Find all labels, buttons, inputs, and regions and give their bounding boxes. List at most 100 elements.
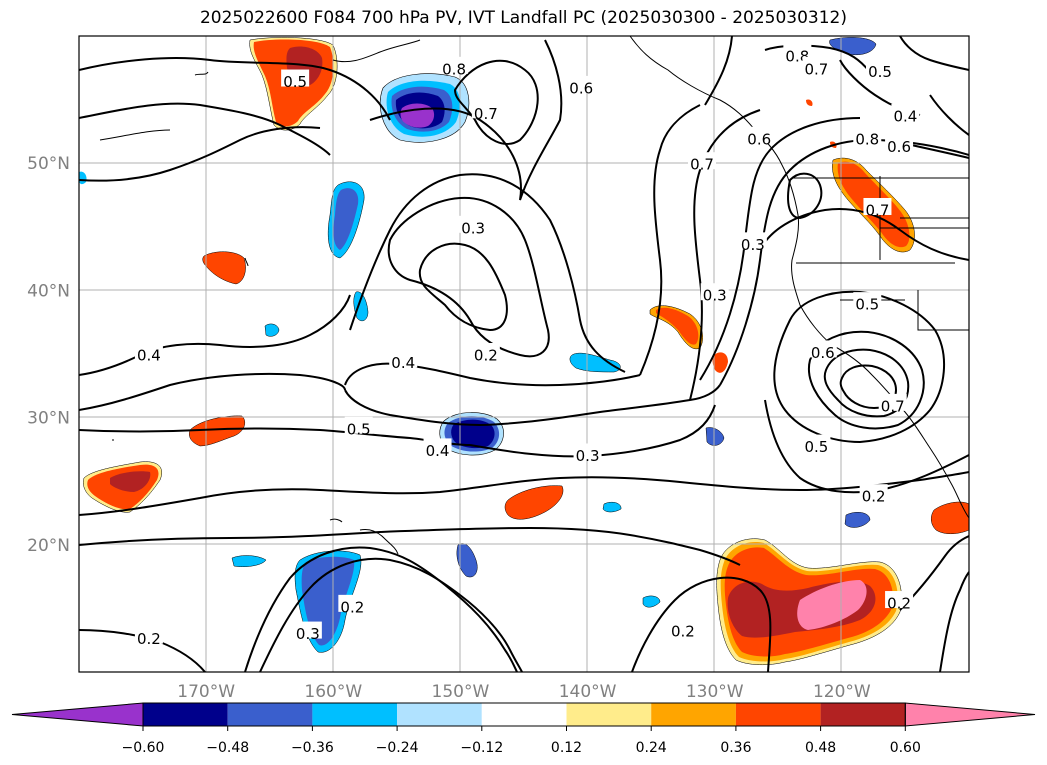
colorbar-tick-label: 0.36 bbox=[720, 740, 751, 756]
contour-label-bg bbox=[281, 69, 310, 87]
contour-label-bg bbox=[853, 126, 882, 144]
contour-label: 0.2 bbox=[887, 595, 911, 613]
contour-label-bg bbox=[885, 134, 914, 152]
colorbar-tick-label: −0.48 bbox=[206, 740, 249, 756]
contour-label: 0.2 bbox=[671, 623, 695, 641]
pv-anomaly-shading bbox=[79, 37, 969, 665]
colorbar-frame bbox=[142, 702, 906, 727]
contour-label: 0.4 bbox=[137, 347, 161, 365]
contour-label: 0.4 bbox=[391, 354, 415, 372]
longitude-labels: 170°W 160°W 150°W 140°W 130°W 120°W bbox=[177, 682, 871, 702]
colorbar-cell bbox=[566, 703, 652, 726]
contour-label-bg bbox=[802, 56, 831, 74]
lon-label: 130°W bbox=[686, 682, 744, 702]
colorbar-cell bbox=[735, 703, 821, 726]
contour-label-bg bbox=[338, 594, 367, 612]
colorbar-tick-label: −0.12 bbox=[460, 740, 503, 756]
contour-label: 0.7 bbox=[881, 397, 905, 415]
lon-label: 120°W bbox=[813, 682, 871, 702]
map-title: 2025022600 F084 700 hPa PV, IVT Landfall… bbox=[199, 8, 847, 28]
contour-label-bg bbox=[863, 197, 892, 215]
colorbar-extend-low bbox=[11, 702, 144, 727]
contour-label-bg bbox=[293, 621, 322, 639]
contour-label: 0.7 bbox=[690, 156, 714, 174]
lat-label: 50°N bbox=[27, 154, 70, 174]
colorbar: −0.60 −0.48 −0.36 −0.24 −0.12 0.12 0.24 0.36 0.4… bbox=[11, 702, 1036, 756]
contour-label-bg bbox=[866, 59, 894, 77]
lon-label: 140°W bbox=[559, 682, 617, 702]
contour-label-bg bbox=[134, 626, 163, 644]
contour-label: 0.5 bbox=[868, 63, 892, 81]
colorbar-cell bbox=[651, 703, 736, 726]
colorbar-tick-label: 0.24 bbox=[636, 740, 667, 756]
contour-label: 0.5 bbox=[283, 73, 307, 91]
contour-label: 0.2 bbox=[137, 630, 161, 648]
colorbar-tick-label: 0.48 bbox=[805, 740, 836, 756]
colorbar-cell bbox=[227, 703, 313, 726]
colorbar-extend-high bbox=[904, 702, 1036, 727]
contour-label-bg bbox=[134, 343, 163, 360]
lat-label: 30°N bbox=[27, 409, 70, 429]
contour-label: 0.5 bbox=[804, 438, 828, 456]
contour-labels: 0.80.70.60.50.80.7 0.50.40.60.80.60.70.70… bbox=[134, 44, 920, 648]
contour-label-bg bbox=[745, 126, 774, 144]
contour-label: 0.2 bbox=[474, 347, 498, 365]
contour-label: 0.5 bbox=[855, 296, 879, 314]
contour-label-bg bbox=[389, 350, 418, 368]
colorbar-tick-label: 0.60 bbox=[890, 740, 921, 756]
contour-label: 0.3 bbox=[461, 219, 485, 237]
contour-label-bg bbox=[808, 340, 837, 358]
contour-label-bg bbox=[440, 56, 469, 74]
contour-label: 0.4 bbox=[426, 442, 450, 460]
contour-label-bg bbox=[802, 434, 831, 452]
contour-label-bg bbox=[738, 232, 767, 250]
contour-label: 0.5 bbox=[347, 420, 371, 438]
contour-label: 0.3 bbox=[741, 236, 765, 254]
colorbar-tick-label: 0.12 bbox=[551, 740, 582, 756]
contour-label-bg bbox=[853, 292, 882, 310]
contour-label-bg bbox=[700, 283, 729, 301]
contour-label: 0.4 bbox=[893, 107, 917, 125]
contour-label-bg bbox=[567, 75, 596, 93]
contour-label: 0.8 bbox=[442, 60, 466, 78]
colorbar-cell bbox=[397, 703, 482, 726]
contour-label: 0.6 bbox=[747, 130, 771, 148]
contour-label: 0.6 bbox=[811, 344, 835, 362]
lon-label: 150°W bbox=[432, 682, 490, 702]
contour-label: 0.8 bbox=[855, 130, 879, 148]
contour-label: 0.3 bbox=[576, 447, 600, 465]
contour-label: 0.2 bbox=[862, 488, 886, 506]
colorbar-cell bbox=[143, 703, 228, 726]
colorbar-cell bbox=[312, 703, 398, 726]
colorbar-tick-label: −0.36 bbox=[291, 740, 334, 756]
coastlines bbox=[99, 36, 969, 555]
contour-label-bg bbox=[423, 438, 452, 456]
contour-label-bg bbox=[891, 103, 920, 121]
contour-label-bg bbox=[878, 393, 907, 411]
contour-label: 0.3 bbox=[703, 287, 727, 305]
contour-label-bg bbox=[688, 152, 716, 170]
colorbar-tick-label: −0.60 bbox=[122, 740, 165, 756]
contour-label-bg bbox=[859, 484, 888, 502]
map-frame bbox=[78, 35, 970, 673]
contour-label: 0.2 bbox=[340, 598, 364, 616]
colorbar-tick-label: −0.24 bbox=[376, 740, 419, 756]
contour-label-bg bbox=[459, 215, 488, 233]
lat-label: 40°N bbox=[27, 281, 70, 301]
contour-label: 0.3 bbox=[296, 625, 320, 643]
colorbar-cell bbox=[820, 703, 906, 726]
contour-label: 0.7 bbox=[474, 105, 498, 123]
colorbar-cell bbox=[481, 703, 567, 726]
contour-label-bg bbox=[344, 416, 373, 434]
contour-label-bg bbox=[668, 619, 697, 637]
lon-label: 160°W bbox=[304, 682, 362, 702]
contour-label-bg bbox=[573, 443, 602, 461]
lat-label: 20°N bbox=[27, 536, 70, 556]
contour-label-bg bbox=[471, 343, 500, 360]
contour-label: 0.7 bbox=[866, 201, 890, 219]
contour-label-bg bbox=[885, 591, 914, 609]
latitude-labels: 50°N 40°N 30°N 20°N bbox=[27, 154, 70, 556]
lon-label: 170°W bbox=[177, 682, 235, 702]
contour-label: 0.7 bbox=[804, 60, 828, 78]
